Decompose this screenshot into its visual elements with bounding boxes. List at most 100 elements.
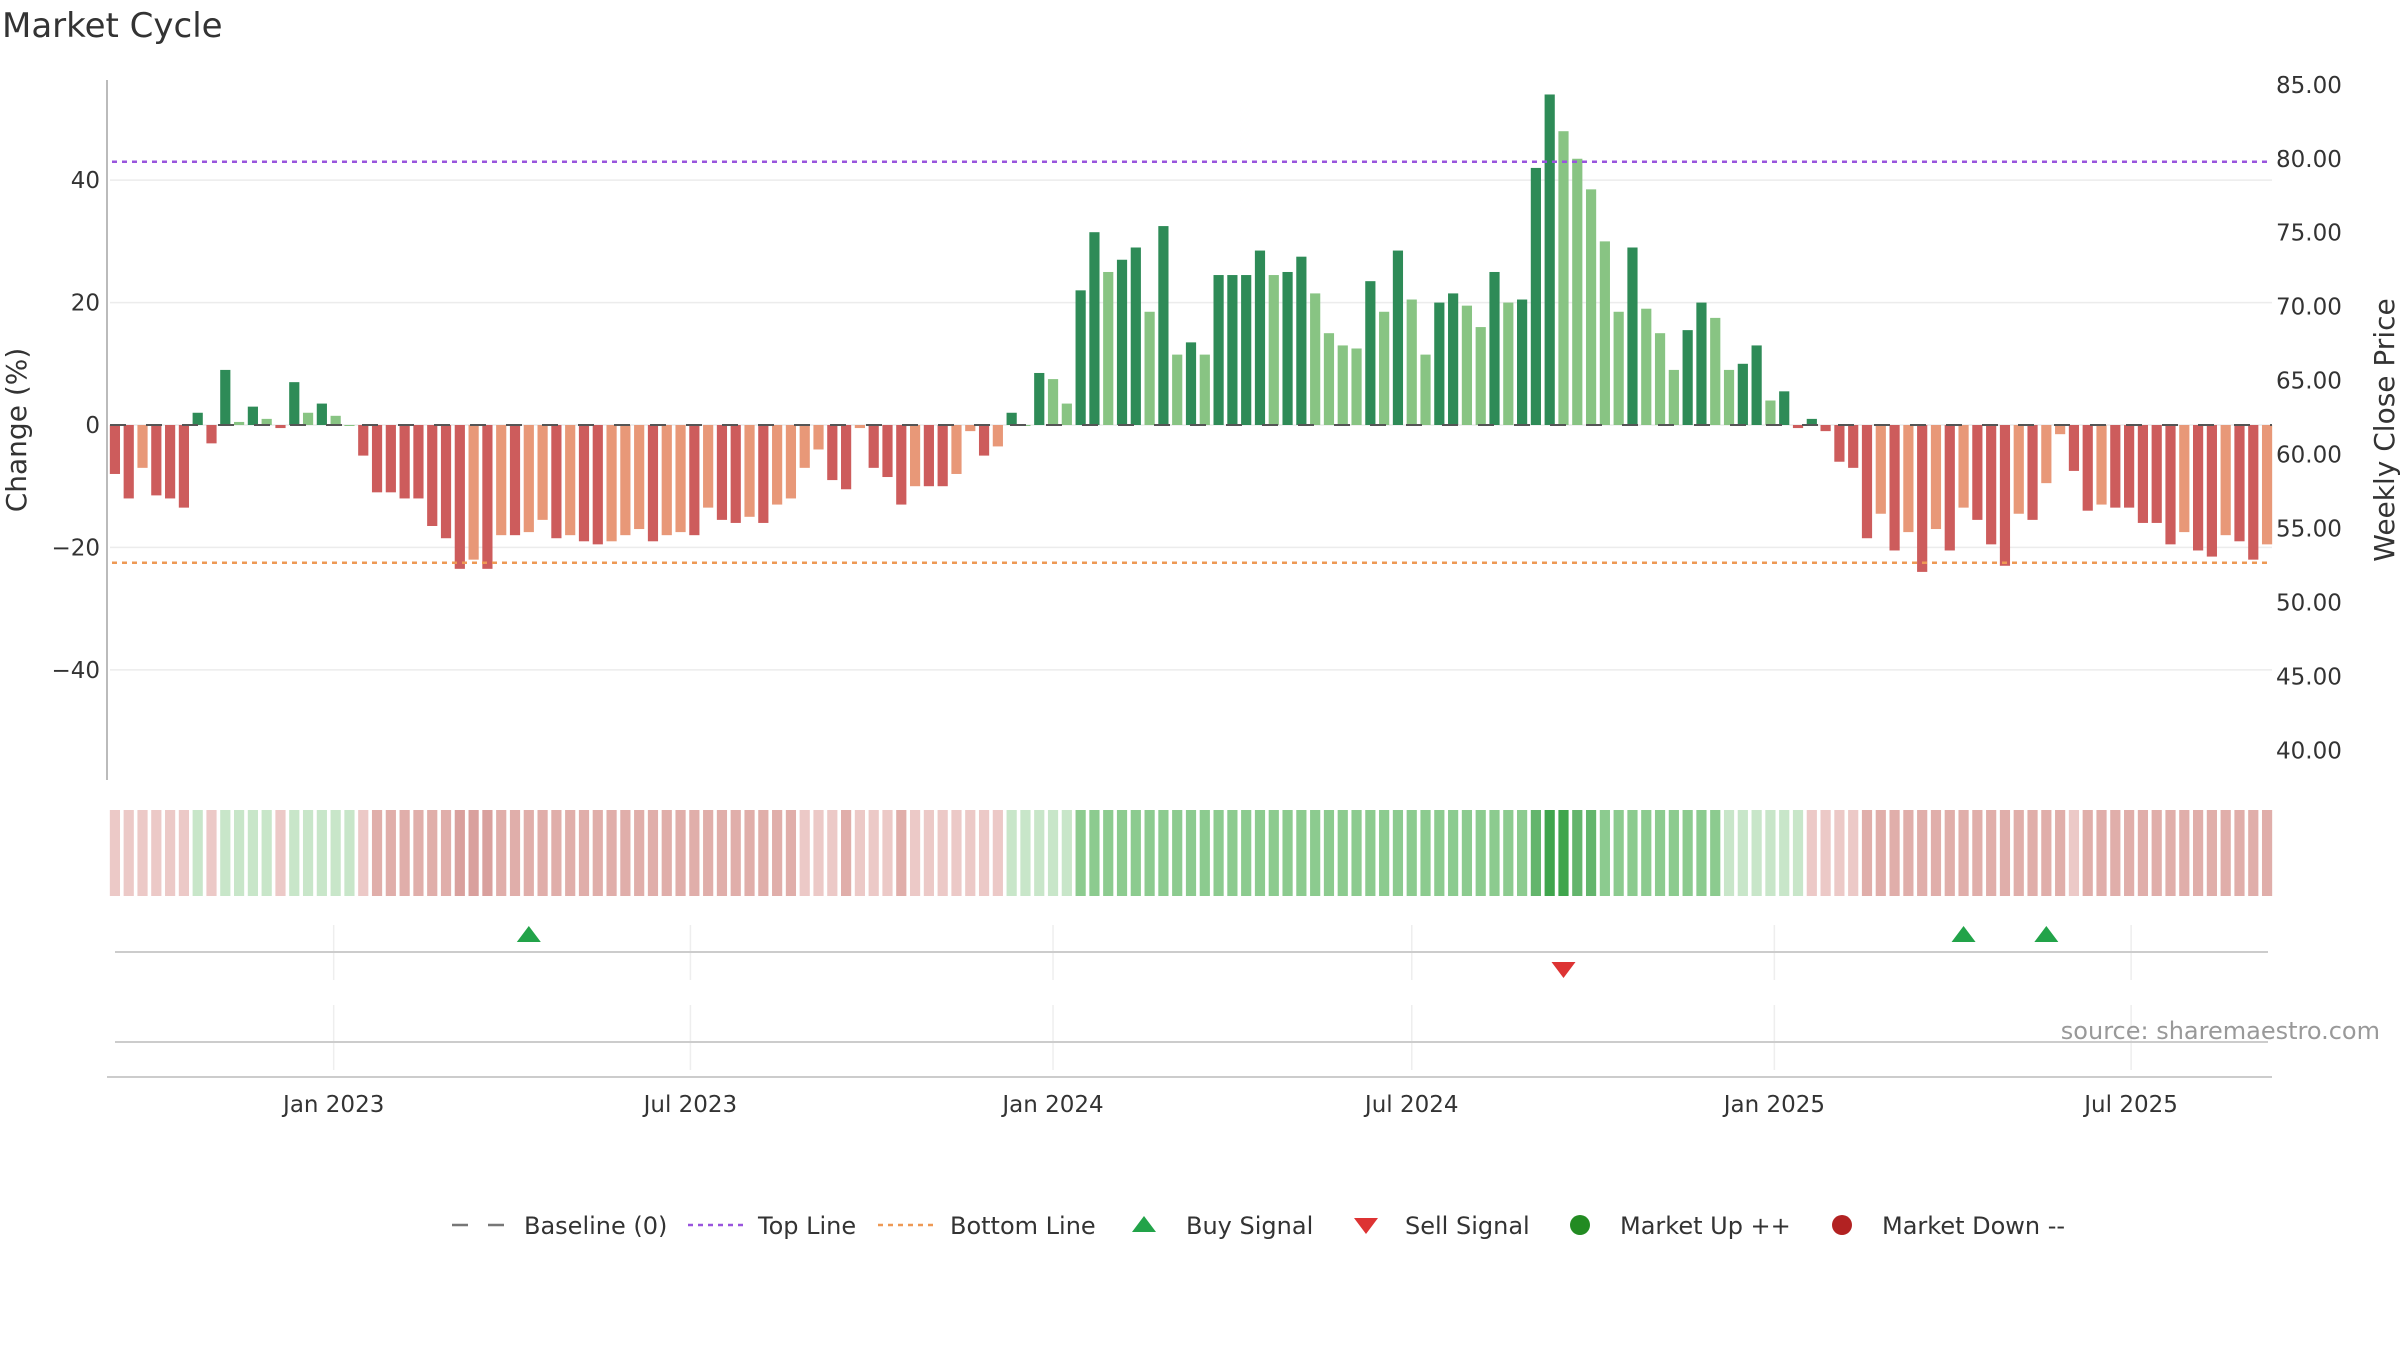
bar bbox=[1489, 271, 1500, 425]
bar bbox=[565, 425, 576, 536]
heat-strip-cell bbox=[1406, 810, 1417, 896]
bar bbox=[151, 425, 162, 496]
bar bbox=[1047, 379, 1059, 425]
heat-strip-cell bbox=[2165, 810, 2176, 896]
bar bbox=[1572, 158, 1583, 425]
bar bbox=[730, 425, 741, 523]
heat-strip-cell bbox=[923, 810, 934, 896]
bar bbox=[1227, 275, 1238, 425]
bar bbox=[427, 425, 438, 526]
bar bbox=[1103, 271, 1114, 425]
legend-label: Sell Signal bbox=[1405, 1212, 1530, 1240]
bar bbox=[1503, 302, 1514, 425]
bar bbox=[247, 406, 258, 425]
heat-strip-cell bbox=[371, 810, 383, 896]
heat-strip-cell bbox=[785, 810, 797, 896]
bar bbox=[385, 425, 396, 493]
heat-strip-cell bbox=[1020, 810, 1031, 896]
bar bbox=[1089, 232, 1100, 425]
heat-strip-cell bbox=[1310, 810, 1321, 896]
heat-strip-cell bbox=[2261, 810, 2273, 896]
bar bbox=[165, 425, 176, 499]
heat-strip-cell bbox=[703, 810, 714, 896]
bar bbox=[1792, 425, 1804, 429]
bar bbox=[358, 425, 369, 456]
heat-strip-cell bbox=[1917, 810, 1928, 896]
heat-strip-cell bbox=[482, 810, 493, 896]
heat-strip-cell bbox=[2179, 810, 2190, 896]
heat-strip-cell bbox=[1103, 810, 1114, 896]
bar bbox=[716, 425, 728, 520]
heat-strip-cell bbox=[992, 810, 1003, 896]
heat-strip-cell bbox=[1820, 810, 1831, 896]
heat-strip-cell bbox=[978, 810, 990, 896]
y-tick-label: −40 bbox=[51, 658, 100, 684]
heat-strip-cell bbox=[165, 810, 176, 896]
heat-strip-cell bbox=[1475, 810, 1486, 896]
heat-strip-cell bbox=[647, 810, 659, 896]
heat-strip-cell bbox=[1392, 810, 1404, 896]
bar bbox=[592, 425, 603, 545]
heat-strip-cell bbox=[289, 810, 300, 896]
bar bbox=[1972, 425, 1983, 520]
bar bbox=[123, 425, 134, 499]
heat-strip-cell bbox=[1544, 810, 1555, 896]
bar bbox=[1641, 308, 1652, 425]
bar bbox=[1365, 281, 1376, 425]
y2-tick-label: 40.00 bbox=[2276, 738, 2342, 764]
heat-strip-cell bbox=[385, 810, 396, 896]
heat-strip-cell bbox=[620, 810, 631, 896]
bar bbox=[1544, 94, 1555, 425]
heat-strip-cell bbox=[1420, 810, 1431, 896]
bar bbox=[482, 425, 493, 569]
bar bbox=[1806, 418, 1817, 425]
heat-strip-cell bbox=[1296, 810, 1307, 896]
bar bbox=[1834, 425, 1845, 462]
heat-strip-cell bbox=[123, 810, 134, 896]
bar bbox=[1696, 302, 1707, 425]
bar bbox=[2220, 425, 2231, 536]
bar bbox=[1861, 425, 1873, 539]
heat-strip-cell bbox=[1213, 810, 1224, 896]
heat-strip-cell bbox=[634, 810, 645, 896]
bar bbox=[1958, 425, 1969, 508]
heat-strip-cell bbox=[1365, 810, 1376, 896]
bar bbox=[1627, 247, 1638, 425]
bar bbox=[1392, 250, 1404, 425]
bar bbox=[206, 425, 217, 444]
heat-strip-cell bbox=[1999, 810, 2011, 896]
heat-strip-cell bbox=[2137, 810, 2149, 896]
bar bbox=[1668, 369, 1679, 425]
bar bbox=[1530, 167, 1541, 425]
bar bbox=[1034, 372, 1045, 425]
bar bbox=[1737, 363, 1748, 425]
heat-strip-cell bbox=[1737, 810, 1748, 896]
bar bbox=[192, 412, 203, 425]
bar bbox=[233, 421, 245, 425]
bar bbox=[220, 369, 231, 425]
heat-strip-cell bbox=[606, 810, 617, 896]
heat-strip-cell bbox=[247, 810, 258, 896]
heat-strip-cell bbox=[1848, 810, 1859, 896]
heat-strip-cell bbox=[1765, 810, 1776, 896]
bar bbox=[1130, 247, 1141, 425]
bar bbox=[2137, 425, 2149, 523]
bar bbox=[2179, 425, 2190, 533]
heat-strip-cell bbox=[192, 810, 203, 896]
heat-strip-cell bbox=[1089, 810, 1100, 896]
chart-title: Market Cycle bbox=[2, 6, 223, 46]
heat-strip-cell bbox=[1517, 810, 1528, 896]
bar bbox=[661, 425, 672, 536]
bar bbox=[1282, 271, 1293, 425]
heat-strip-cell bbox=[220, 810, 231, 896]
bar bbox=[2096, 425, 2107, 505]
legend-buy-icon bbox=[1132, 1216, 1156, 1232]
heat-strip-cell bbox=[2055, 810, 2066, 896]
bar bbox=[1723, 369, 1735, 425]
legend-label: Market Up ++ bbox=[1620, 1212, 1791, 1240]
bar bbox=[1337, 345, 1348, 425]
x-tick-label: Jan 2023 bbox=[281, 1092, 384, 1118]
heat-strip-cell bbox=[2013, 810, 2024, 896]
bar bbox=[634, 425, 645, 530]
heat-strip-cell bbox=[2082, 810, 2093, 896]
